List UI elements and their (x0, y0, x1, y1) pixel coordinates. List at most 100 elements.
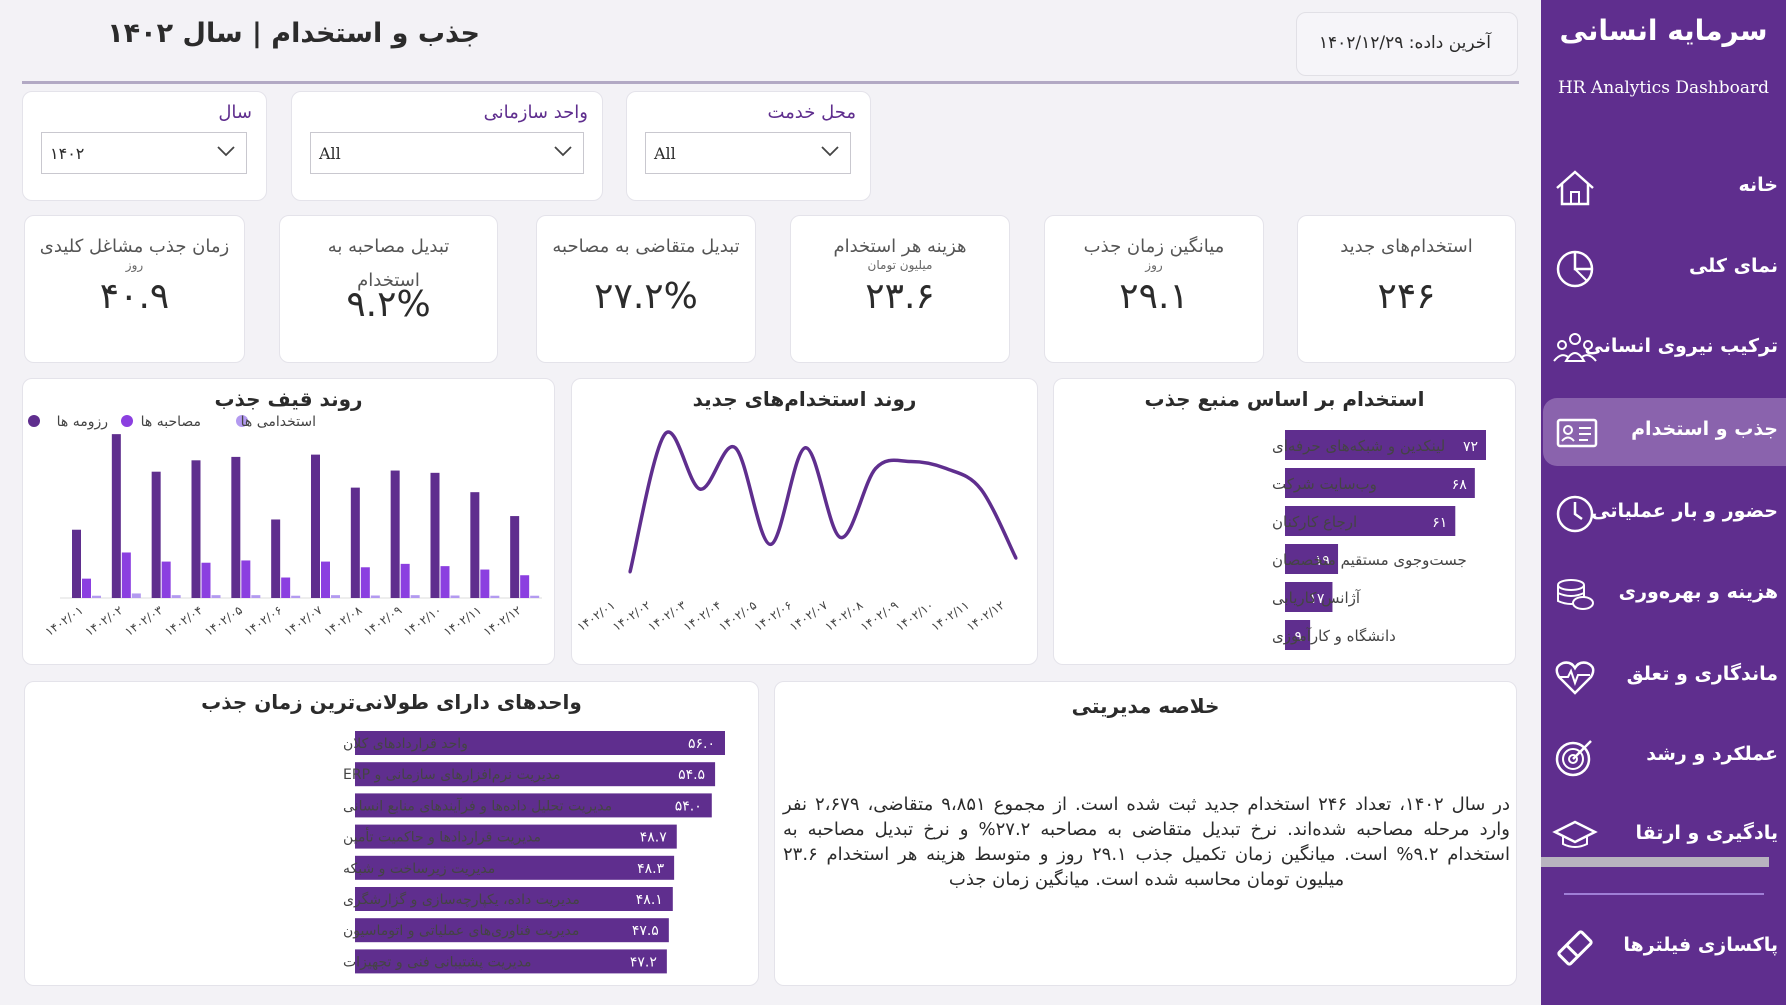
location-select[interactable]: All (645, 132, 851, 174)
data-label: ۴۸.۱ (636, 892, 663, 908)
bar (211, 595, 221, 598)
bar (430, 472, 440, 598)
x-tick-label: ۱۴۰۲/۰۲ (83, 603, 126, 639)
bar (191, 460, 201, 598)
category-label: وب‌سایت شرکت (1272, 475, 1377, 493)
kpi-key-roles-time: زمان جذب مشاغل کلیدی روز ۴۰.۹ (24, 215, 245, 363)
bar (1285, 468, 1475, 498)
bar (171, 595, 181, 598)
x-tick-label: ۱۴۰۲/۰۳ (122, 603, 165, 639)
header-divider (22, 81, 1519, 84)
sidebar-item-attendance[interactable]: حضور و بار عملیاتی (1541, 480, 1786, 548)
data-label: ۵۶.۰ (688, 736, 715, 752)
data-label: ۵۴.۰ (675, 798, 702, 814)
bar (390, 470, 400, 598)
bar (151, 471, 161, 598)
category-label: جست‌وجوی مستقیم متخصصان (1272, 551, 1467, 569)
bar (111, 434, 121, 598)
units-chart: ۵۶.۰ واحد قراردادهای کلان ۵۴.۵ مدیریت نرم‌ا… (343, 731, 725, 974)
bar (241, 560, 251, 598)
data-point (803, 446, 807, 450)
x-tick-label: ۱۴۰۲/۰۸ (822, 598, 865, 634)
category-label: واحد قراردادهای کلان (343, 736, 468, 752)
sidebar-item-label: ماندگاری و تعلق (1626, 663, 1778, 685)
target-icon (1555, 740, 1592, 777)
data-point (733, 446, 737, 450)
x-tick-label: ۱۴۰۲/۰۱ (575, 598, 618, 634)
hires-trend-panel: روند استخدام‌های جدید ۱۴۰۲/۰۱ ۱۴۰۲/۰۲ ۱۴۰۲… (571, 378, 1038, 665)
category-label: دانشگاه و کارآموزی (1272, 627, 1396, 645)
kpi-title: زمان جذب مشاغل کلیدی (39, 236, 230, 257)
sources-chart: ۷۲ لینکدین و شبکه‌های حرفه‌ای ۶۸ وب‌سایت شر… (1272, 430, 1486, 650)
year-select[interactable]: ۱۴۰۲ (41, 132, 247, 174)
bar (370, 595, 380, 598)
sidebar-item-cost[interactable]: هزینه و بهره‌وری (1541, 561, 1786, 629)
kpi-value: ۴۰.۹ (99, 276, 170, 317)
bar (355, 762, 716, 787)
sidebar-item-label: خانه (1738, 174, 1778, 196)
bar (350, 487, 360, 598)
bar (530, 595, 540, 598)
sources-chart-title: استخدام بر اساس منبع جذب (1144, 387, 1425, 411)
bar (355, 793, 712, 818)
bar (355, 918, 669, 943)
data-point (768, 542, 772, 546)
clear-filters-label: پاکسازی فیلترها (1623, 934, 1778, 956)
bar (1285, 506, 1456, 536)
sidebar-divider (1564, 893, 1764, 895)
sidebar-scrollbar[interactable] (1541, 857, 1769, 867)
sidebar-item-retention[interactable]: ماندگاری و تعلق (1541, 643, 1786, 711)
unit-select[interactable]: All (310, 132, 584, 174)
data-point (839, 535, 843, 539)
x-tick-label: ۱۴۰۲/۰۲ (610, 598, 653, 634)
bar (510, 516, 520, 598)
sidebar-item-workforce[interactable]: ترکیب نیروی انسانی (1541, 315, 1786, 383)
bar (1285, 544, 1339, 574)
sidebar-item-overview[interactable]: نمای کلی (1541, 235, 1786, 303)
legend-swatch (236, 415, 248, 427)
bar (251, 595, 261, 598)
sidebar-item-performance[interactable]: عملکرد و رشد (1541, 723, 1786, 791)
x-tick-label: ۱۴۰۲/۰۳ (645, 598, 688, 634)
summary-text: در سال ۱۴۰۲، تعداد ۲۴۶ استخدام جدید ثبت … (783, 794, 1511, 890)
bar (201, 562, 211, 598)
filter-year-label: سال (218, 102, 252, 123)
chevron-down-icon (217, 146, 235, 157)
bar (331, 595, 340, 598)
last-data-badge: آخرین داده: ۱۴۰۲/۱۲/۲۹ (1296, 12, 1518, 76)
x-tick-label: ۱۴۰۲/۰۴ (681, 598, 724, 634)
bar (321, 561, 330, 598)
clear-filters-button[interactable]: پاکسازی فیلترها (1541, 914, 1786, 982)
bar (121, 552, 131, 598)
legend-label: استخدامی ها (241, 414, 316, 430)
bar (355, 855, 675, 880)
filter-unit: واحد سازمانی All (291, 91, 603, 201)
x-tick-label: ۱۴۰۲/۰۷ (787, 598, 830, 634)
eraser-icon (1557, 930, 1593, 966)
x-tick-label: ۱۴۰۲/۰۵ (716, 598, 759, 634)
kpi-cost-per-hire: هزینه هر استخدام میلیون تومان ۲۳.۶ (790, 215, 1010, 363)
bar (281, 577, 291, 598)
bar (1285, 582, 1333, 612)
sidebar-item-home[interactable]: خانه (1541, 154, 1786, 222)
bar (355, 887, 673, 911)
bar (400, 563, 410, 598)
bar (480, 569, 490, 598)
series-line (628, 430, 1018, 573)
bar (360, 567, 370, 598)
bar (92, 595, 101, 598)
bar (1285, 430, 1486, 460)
hires-trend-title: روند استخدام‌های جدید (692, 387, 917, 411)
home-icon (1556, 170, 1594, 206)
sidebar-item-recruitment[interactable]: جذب و استخدام (1543, 398, 1786, 466)
sidebar-item-learning[interactable]: یادگیری و ارتقا (1541, 802, 1786, 870)
data-point (944, 466, 948, 470)
kpi-title: تبدیل متقاضی به مصاحبه (552, 236, 740, 257)
x-tick-label: ۱۴۰۲/۰۶ (242, 603, 285, 639)
data-point (979, 487, 983, 491)
x-tick-label: ۱۴۰۲/۰۹ (361, 603, 404, 639)
category-label: مدیریت زیرساخت و شبکه (343, 861, 495, 877)
unit-select-value: All (319, 144, 341, 163)
sidebar: سرمایه انسانی HR Analytics Dashboard خان… (1541, 0, 1786, 1005)
